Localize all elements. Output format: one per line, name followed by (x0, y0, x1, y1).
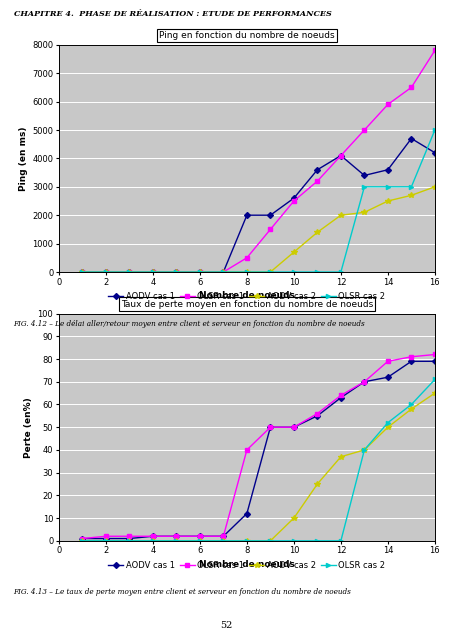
Legend: AODV cas 1, OLSR cas 1, AODV cas 2, OLSR cas 2: AODV cas 1, OLSR cas 1, AODV cas 2, OLSR… (107, 290, 387, 303)
Text: FIG. 4.13 – Le taux de perte moyen entre client et serveur en fonction du nombre: FIG. 4.13 – Le taux de perte moyen entre… (14, 588, 352, 595)
Text: CHAPITRE 4.  PHASE DE RÉALISATION : ETUDE DE PERFORMANCES: CHAPITRE 4. PHASE DE RÉALISATION : ETUDE… (14, 10, 331, 18)
Text: 52: 52 (220, 621, 233, 630)
Y-axis label: Perte (en%): Perte (en%) (24, 397, 34, 458)
Title: Ping en fonction du nombre de noeuds: Ping en fonction du nombre de noeuds (159, 31, 335, 40)
Y-axis label: Ping (en ms): Ping (en ms) (19, 126, 28, 191)
Legend: AODV cas 1, OLSR cas 1, AODV cas 2, OLSR cas 2: AODV cas 1, OLSR cas 1, AODV cas 2, OLSR… (107, 559, 387, 572)
Title: Taux de perte moyen en fonction du nombre de noeuds: Taux de perte moyen en fonction du nombr… (121, 300, 373, 308)
X-axis label: Nombre de noeuds: Nombre de noeuds (199, 291, 295, 300)
Text: FIG. 4.12 – Le délai aller/retour moyen entre client et serveur en fonction du n: FIG. 4.12 – Le délai aller/retour moyen … (14, 320, 365, 328)
X-axis label: Nombre de noeuds: Nombre de noeuds (199, 559, 295, 568)
